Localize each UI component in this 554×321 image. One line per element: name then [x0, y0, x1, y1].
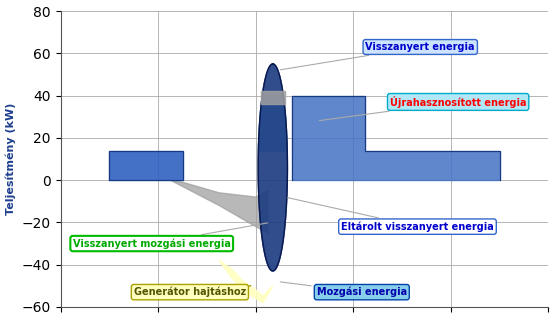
Polygon shape: [109, 151, 183, 180]
Text: Újrahasznosított energia: Újrahasznosított energia: [320, 96, 526, 121]
Y-axis label: Teljesítmény (kW): Teljesítmény (kW): [6, 103, 16, 215]
Text: Visszanyert mozgási energia: Visszanyert mozgási energia: [73, 223, 268, 249]
Text: Mozgási energia: Mozgási energia: [280, 282, 407, 297]
Polygon shape: [258, 64, 288, 271]
Polygon shape: [170, 180, 268, 233]
Polygon shape: [293, 96, 500, 180]
Polygon shape: [258, 96, 288, 151]
Polygon shape: [219, 260, 273, 303]
Polygon shape: [260, 91, 285, 104]
Text: Visszanyert energia: Visszanyert energia: [280, 42, 475, 70]
Text: Generátor hajtáshoz: Generátor hajtáshoz: [134, 286, 251, 297]
Text: Eltárolt visszanyert energia: Eltárolt visszanyert energia: [288, 198, 494, 232]
